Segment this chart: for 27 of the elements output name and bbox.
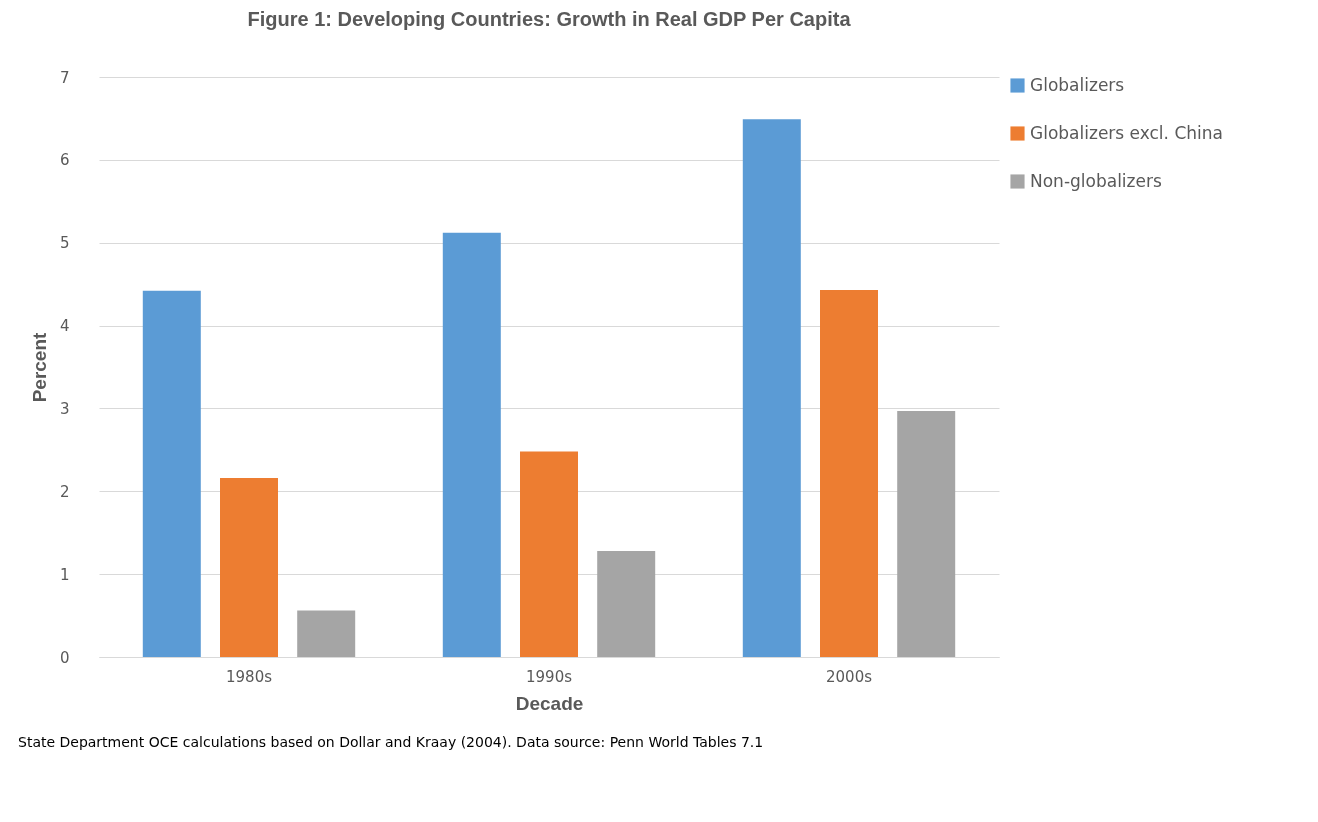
bar: [297, 610, 356, 657]
bar: [597, 550, 656, 657]
x-axis-title: Decade: [515, 692, 584, 714]
x-tick-label: 1990s: [526, 667, 573, 686]
legend-label: Globalizers excl. China: [1030, 122, 1223, 143]
y-tick-label: 7: [59, 68, 70, 87]
chart-title: Figure 1: Developing Countries: Growth in Real GDP Per Capita: [247, 8, 852, 30]
y-tick-label: 2: [59, 482, 70, 501]
y-tick-label: 5: [59, 234, 70, 253]
bar: [520, 451, 578, 657]
y-tick-label: 1: [59, 565, 70, 584]
bar: [442, 232, 501, 657]
x-tick-label: 1980s: [226, 667, 273, 686]
legend-label: Globalizers: [1030, 74, 1125, 95]
text: State Department OCE calculations based on Dollar and Kraay (2004). Data source: Penn World Tables 7.1: [18, 734, 765, 750]
y-tick-label: 3: [59, 399, 70, 418]
bar: [742, 119, 801, 657]
y-axis-title: Percent: [28, 331, 50, 403]
y-tick-label: 4: [59, 317, 70, 336]
x-tick-label: 2000s: [826, 667, 873, 686]
bar: [897, 410, 956, 657]
bar: [142, 290, 201, 657]
y-tick-label: 0: [59, 648, 70, 667]
legend-label: Non-globalizers: [1030, 170, 1162, 191]
bar: [820, 289, 878, 657]
y-tick-label: 6: [59, 151, 70, 170]
bar: [220, 478, 278, 657]
